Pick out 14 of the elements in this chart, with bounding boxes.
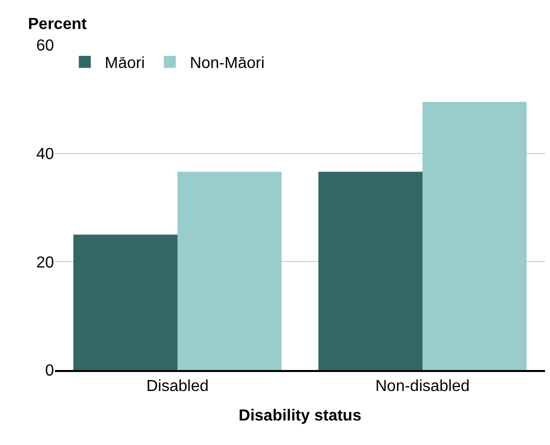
y-axis-title: Percent [28,16,88,33]
legend-label: Non-Māori [190,55,265,72]
y-tick-label: 40 [36,146,54,163]
y-tick-label: 60 [36,38,54,55]
x-tick-label: Disabled [146,378,209,396]
x-tick-label: Non-disabled [375,378,470,396]
bar [178,172,282,370]
bar [73,234,178,370]
bar [318,172,422,370]
y-tick-label: 20 [36,254,54,272]
bar [422,102,527,370]
y-tick-label: 0 [45,362,54,380]
legend-label: Māori [104,55,145,72]
x-axis-title: Disability status [238,407,362,424]
